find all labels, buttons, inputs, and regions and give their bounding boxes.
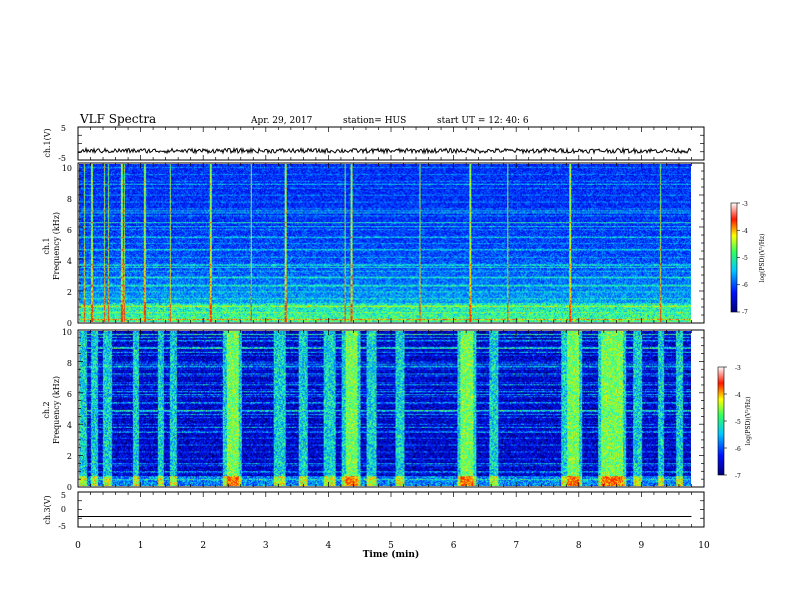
cb1-tick-neg5: -5 bbox=[742, 255, 748, 262]
panel-ch1-waveform: 5 -5 ch.1(V) bbox=[43, 124, 705, 163]
cb2-tick-neg6: -6 bbox=[735, 446, 741, 453]
colorbar-ch2-gradient bbox=[717, 366, 725, 476]
ch1-ytick-neg5: -5 bbox=[58, 154, 66, 163]
ch1-voltage-axis-label: ch.1(V) bbox=[43, 128, 52, 157]
time-axis-tick-label: 4 bbox=[326, 541, 332, 551]
ch1-ytick-5: 5 bbox=[61, 124, 66, 133]
cb2-tick-neg3: -3 bbox=[735, 365, 741, 372]
cb1-tick-neg3: -3 bbox=[742, 201, 748, 208]
spec1-channel-label: ch.1 bbox=[42, 237, 51, 254]
cb1-tick-neg6: -6 bbox=[742, 282, 748, 289]
figure-title: VLF Spectra bbox=[79, 112, 156, 126]
ch3-ytick-0: 0 bbox=[61, 505, 66, 514]
spec2-ytick-4: 4 bbox=[67, 421, 72, 430]
ch3-voltage-axis-label: ch.3(V) bbox=[43, 495, 52, 524]
station-label: station= HUS bbox=[343, 116, 406, 126]
spec2-channel-label: ch.2 bbox=[42, 401, 51, 418]
panel-ch2-spectrogram: 0 2 4 6 8 10 ch.2 Frequency (kHz) bbox=[42, 328, 705, 492]
date-label: Apr. 29, 2017 bbox=[250, 116, 313, 126]
time-axis-tick-label: 2 bbox=[200, 541, 206, 551]
ch3-ytick-neg5: -5 bbox=[58, 522, 66, 531]
colorbar-ch1-label: log(PSD)(V²/Hz) bbox=[759, 234, 766, 283]
time-axis-tick-labels: 0 1 2 3 4 5 6 7 8 9 10 bbox=[75, 541, 710, 551]
spec1-ytick-8: 8 bbox=[67, 195, 72, 204]
spec1-ytick-4: 4 bbox=[67, 257, 72, 266]
cb1-tick-neg4: -4 bbox=[742, 228, 748, 235]
time-axis-tick-label: 3 bbox=[263, 541, 269, 551]
cb2-tick-neg7: -7 bbox=[735, 473, 741, 480]
cb2-tick-neg5: -5 bbox=[735, 419, 741, 426]
time-axis-tick-label: 0 bbox=[75, 541, 81, 551]
ch1-waveform-line bbox=[77, 146, 692, 155]
start-time-label: start UT = 12: 40: 6 bbox=[437, 116, 529, 126]
spec2-ytick-6: 6 bbox=[67, 390, 72, 399]
ch3-ytick-5: 5 bbox=[61, 491, 66, 500]
colorbar-ch1: -3 -4 -5 -6 -7 log(PSD)(V²/Hz) bbox=[730, 201, 766, 316]
spec2-ytick-0: 0 bbox=[67, 483, 72, 492]
time-axis-tick-label: 6 bbox=[451, 541, 457, 551]
spec1-ytick-10: 10 bbox=[62, 164, 72, 173]
ch2-spectrogram-image bbox=[79, 331, 691, 486]
cb2-tick-neg4: -4 bbox=[735, 392, 741, 399]
spec1-ytick-6: 6 bbox=[67, 226, 72, 235]
time-axis-tick-label: 1 bbox=[138, 541, 144, 551]
cb1-tick-neg7: -7 bbox=[742, 309, 748, 316]
spec2-ytick-2: 2 bbox=[67, 452, 72, 461]
time-axis-label: Time (min) bbox=[363, 549, 420, 560]
spec1-ytick-0: 0 bbox=[67, 319, 72, 328]
spec2-frequency-axis-label: Frequency (kHz) bbox=[52, 376, 61, 444]
colorbar-ch2: -3 -4 -5 -6 -7 log(PSD)(V²/Hz) bbox=[717, 365, 752, 480]
time-axis-tick-label: 5 bbox=[388, 541, 394, 551]
time-axis-tick-label: 9 bbox=[639, 541, 645, 551]
ch1-spectrogram-image bbox=[79, 164, 691, 322]
panel-ch1-spectrogram: 0 2 4 6 8 10 ch.1 Frequency (kHz) bbox=[42, 162, 705, 328]
colorbar-ch2-label: log(PSD)(V²/Hz) bbox=[745, 397, 752, 446]
time-axis-tick-label: 7 bbox=[513, 541, 519, 551]
panel-ch3-waveform: 5 0 -5 ch.3(V) bbox=[43, 491, 705, 531]
time-axis-ticks bbox=[77, 126, 705, 528]
spec1-ytick-2: 2 bbox=[67, 288, 72, 297]
spec2-ytick-8: 8 bbox=[67, 359, 72, 368]
time-axis-tick-label: 8 bbox=[576, 541, 582, 551]
colorbar-ch1-gradient bbox=[730, 202, 738, 313]
ch1-waveform-trace bbox=[77, 146, 692, 155]
spec1-frequency-axis-label: Frequency (kHz) bbox=[52, 212, 61, 280]
time-axis-tick-label: 10 bbox=[698, 541, 710, 551]
spec2-ytick-10: 10 bbox=[62, 328, 72, 337]
